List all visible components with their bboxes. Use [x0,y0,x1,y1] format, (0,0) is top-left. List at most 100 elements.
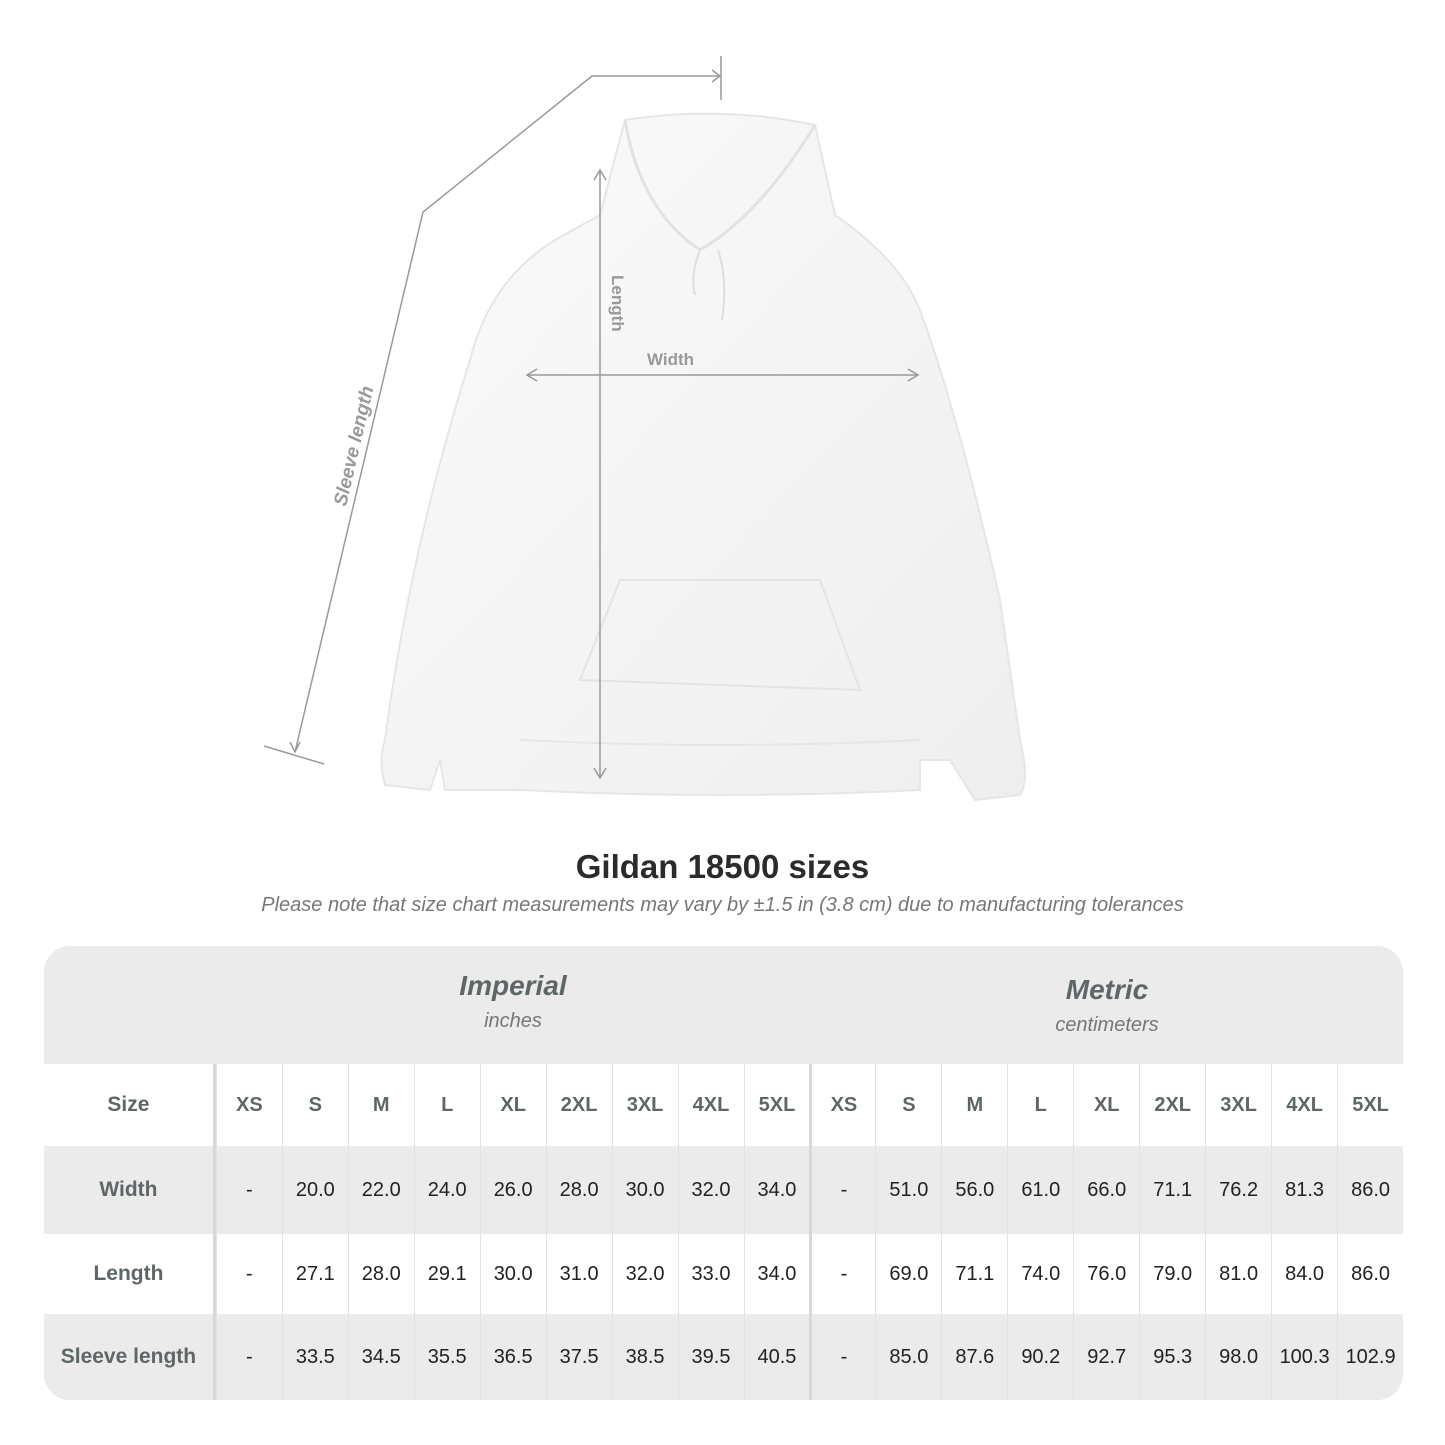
imperial-value: - [215,1146,282,1234]
metric-value: 71.1 [1139,1146,1205,1234]
metric-value: 86.0 [1337,1234,1403,1314]
imperial-value: 38.5 [611,1314,678,1400]
width-arrowheads [525,368,920,382]
metric-value: 61.0 [1007,1146,1073,1234]
metric-size-XL: XL [1073,1064,1139,1146]
imperial-value: 30.0 [479,1234,546,1314]
metric-value: 69.0 [875,1234,941,1314]
imperial-value: 26.0 [479,1146,546,1234]
imperial-value: 32.0 [677,1146,744,1234]
metric-size-4XL: 4XL [1271,1064,1337,1146]
metric-size-XS: XS [809,1064,875,1146]
metric-title: Metric [1065,974,1149,1005]
imperial-value: 30.0 [611,1146,678,1234]
imperial-size-5XL: 5XL [743,1064,810,1146]
imperial-value: 20.0 [281,1146,348,1234]
imperial-value: 34.0 [743,1146,810,1234]
imperial-value: 31.0 [545,1234,612,1314]
imperial-value: 32.0 [611,1234,678,1314]
metric-value: 76.2 [1205,1146,1271,1234]
imperial-value: 39.5 [677,1314,744,1400]
metric-value: 79.0 [1139,1234,1205,1314]
imperial-value: - [215,1314,282,1400]
imperial-value: - [215,1234,282,1314]
metric-value: 84.0 [1271,1234,1337,1314]
metric-size-5XL: 5XL [1337,1064,1403,1146]
metric-value: 90.2 [1007,1314,1073,1400]
row-label: Sleeve length [44,1314,216,1400]
metric-value: - [809,1234,875,1314]
length-arrowheads [593,168,607,780]
measure-lines [263,56,920,780]
page-title: Gildan 18500 sizes [575,848,870,885]
hoodie-shape [380,112,1026,802]
metric-size-3XL: 3XL [1205,1064,1271,1146]
imperial-size-2XL: 2XL [545,1064,612,1146]
imperial-value: 28.0 [347,1234,414,1314]
width-label: Width [647,350,694,369]
imperial-size-M: M [347,1064,414,1146]
metric-value: - [809,1146,875,1234]
sleeve-line [294,75,720,753]
metric-size-S: S [875,1064,941,1146]
imperial-value: 34.5 [347,1314,414,1400]
table-row: Length -27.1 28.0 29.1 30.0 31.0 32.0 33.0 34.0-… [44,1234,1403,1314]
imperial-size-L: L [413,1064,480,1146]
imperial-value: 34.0 [743,1234,810,1314]
sleeve-arrowheads [289,69,722,754]
size-header-row: Size XS S M L XL 2XL 3XL 4XL 5XL XS S M L XL 2XL 3XL 4XL 5… [44,1064,1403,1146]
metric-value: 87.6 [941,1314,1007,1400]
imperial-size-S: S [281,1064,348,1146]
imperial-value: 40.5 [743,1314,810,1400]
imperial-header: Imperial inches [216,946,810,1064]
row-label: Width [44,1146,216,1234]
imperial-value: 33.0 [677,1234,744,1314]
imperial-size-3XL: 3XL [611,1064,678,1146]
hoodie-illustration: Length Width Sleeve length [263,56,1026,802]
metric-value: 66.0 [1073,1146,1139,1234]
imperial-value: 28.0 [545,1146,612,1234]
metric-value: 76.0 [1073,1234,1139,1314]
metric-value: 81.3 [1271,1146,1337,1234]
metric-value: 71.1 [941,1234,1007,1314]
imperial-value: 22.0 [347,1146,414,1234]
imperial-value: 27.1 [281,1234,348,1314]
metric-value: 86.0 [1337,1146,1403,1234]
metric-size-2XL: 2XL [1139,1064,1205,1146]
metric-header: Metric centimeters [810,950,1403,1068]
imperial-title: Imperial [459,970,567,1001]
imperial-value: 35.5 [413,1314,480,1400]
imperial-value: 37.5 [545,1314,612,1400]
metric-value: - [809,1314,875,1400]
metric-size-M: M [941,1064,1007,1146]
metric-value: 51.0 [875,1146,941,1234]
imperial-size-XL: XL [479,1064,546,1146]
size-grid: Size XS S M L XL 2XL 3XL 4XL 5XL XS S M L XL 2XL 3XL 4XL 5… [44,1064,1403,1400]
metric-value: 74.0 [1007,1234,1073,1314]
table-row: Sleeve length -33.5 34.5 35.5 36.5 37.5 38.5 39… [44,1314,1403,1400]
tolerance-note: Please note that size chart measurements… [261,894,1184,916]
metric-value: 100.3 [1271,1314,1337,1400]
metric-value: 85.0 [875,1314,941,1400]
imperial-size-XS: XS [215,1064,282,1146]
metric-value: 81.0 [1205,1234,1271,1314]
sleeve-tick-bottom [263,745,325,765]
imperial-unit: inches [484,1010,542,1032]
imperial-size-4XL: 4XL [677,1064,744,1146]
metric-value: 92.7 [1073,1314,1139,1400]
imperial-value: 33.5 [281,1314,348,1400]
imperial-value: 36.5 [479,1314,546,1400]
metric-size-L: L [1007,1064,1073,1146]
imperial-value: 24.0 [413,1146,480,1234]
imperial-value: 29.1 [413,1234,480,1314]
size-table: Imperial inches Metric centimeters Size X… [44,946,1403,1400]
length-label: Length [608,275,627,332]
sleeve-label: Sleeve length [330,384,378,508]
row-label: Length [44,1234,216,1314]
metric-unit: centimeters [1055,1014,1159,1036]
size-label: Size [44,1064,216,1146]
metric-value: 56.0 [941,1146,1007,1234]
metric-value: 102.9 [1337,1314,1403,1400]
table-row: Width -20.0 22.0 24.0 26.0 28.0 30.0 32.0 34.0-5… [44,1146,1403,1234]
metric-value: 98.0 [1205,1314,1271,1400]
